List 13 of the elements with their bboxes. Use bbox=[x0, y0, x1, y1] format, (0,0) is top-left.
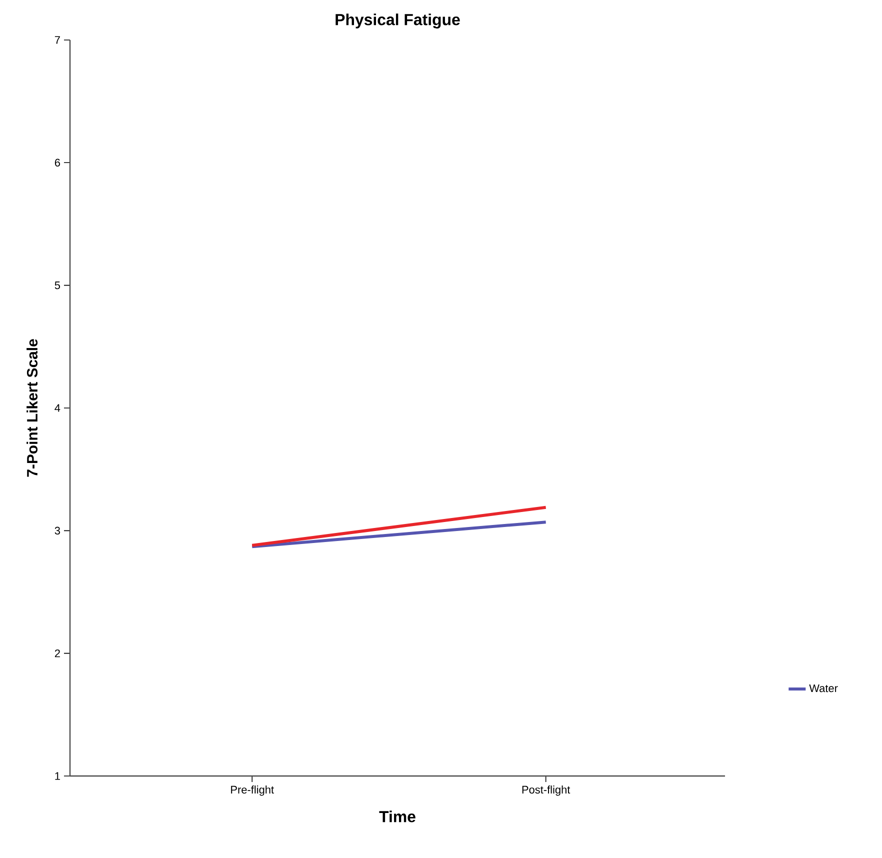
y-tick-label: 3 bbox=[54, 526, 60, 535]
x-axis-title: Time bbox=[379, 810, 416, 822]
y-tick-label: 7 bbox=[54, 36, 60, 44]
x-tick-label: Pre-flight bbox=[231, 786, 274, 796]
x-tick-label: Post-flight bbox=[522, 786, 570, 796]
legend-label: Water bbox=[809, 684, 838, 692]
y-tick-label: 6 bbox=[54, 158, 60, 167]
y-tick-label: 2 bbox=[54, 650, 60, 658]
y-tick-label: 5 bbox=[54, 282, 60, 290]
y-tick-label: 1 bbox=[55, 772, 60, 780]
y-tick-label: 4 bbox=[54, 404, 60, 412]
y-axis-title: 7-Point Likert Scale bbox=[26, 339, 38, 477]
chart-title: Physical Fatigue bbox=[336, 14, 460, 28]
